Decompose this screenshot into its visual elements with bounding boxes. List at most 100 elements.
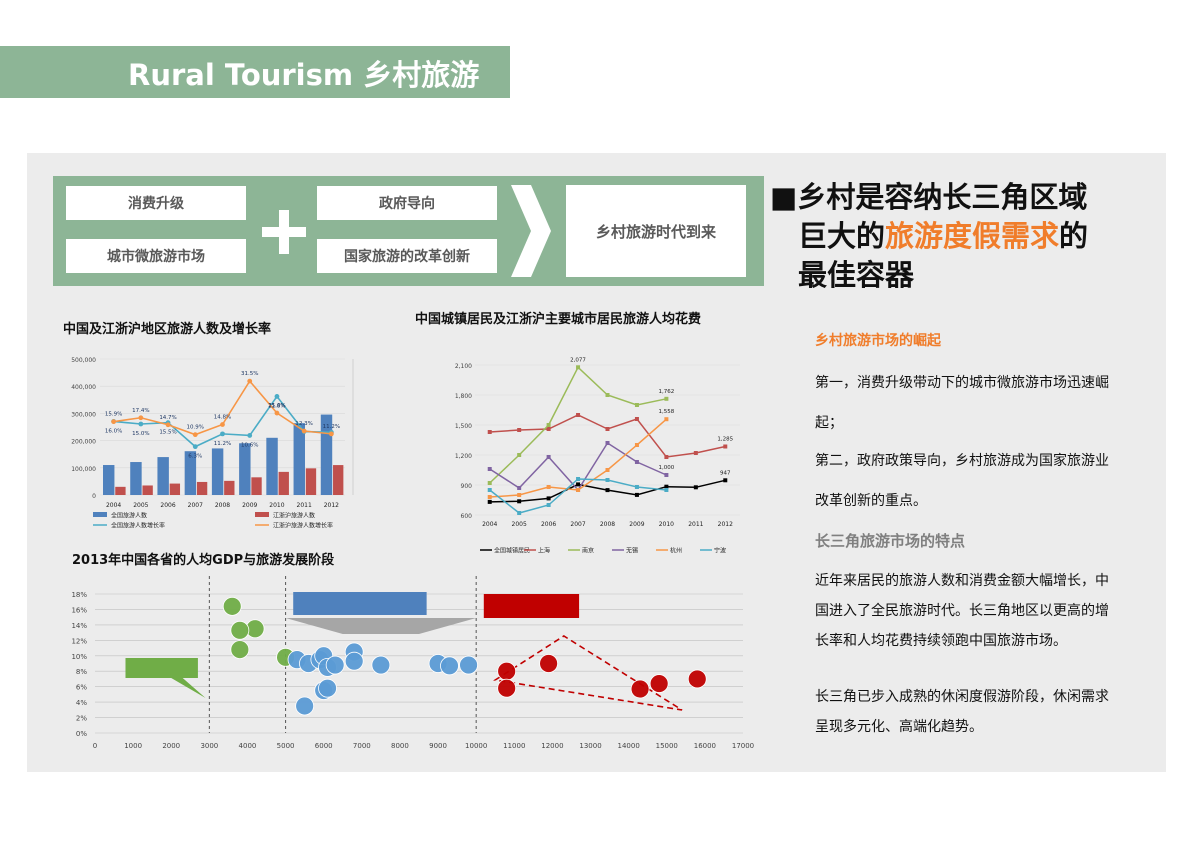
series-point [517, 493, 522, 497]
data-point [371, 655, 391, 675]
series-point [138, 421, 144, 427]
data-point [325, 655, 345, 675]
series-point [328, 431, 334, 437]
series-point [274, 410, 280, 416]
data-point [630, 679, 650, 699]
data-label: 11.8% [268, 403, 285, 409]
y-tick-label: 1,200 [455, 453, 472, 460]
series-point [723, 478, 728, 483]
data-label: 14.7% [159, 415, 176, 421]
data-point [440, 656, 459, 676]
y-tick-label: 16% [71, 606, 87, 614]
stage-marker [483, 594, 580, 618]
x-tick-label: 9000 [429, 742, 447, 750]
y-tick-label: 200,000 [71, 439, 96, 446]
bar [333, 465, 344, 495]
paragraph-3: 近年来居民的旅游人数和消费金额大幅增长，中 国进入了全民旅游时代。长三角地区以更… [815, 566, 1165, 656]
series-point [605, 468, 610, 472]
x-tick-label: 17000 [732, 742, 754, 750]
spending-chart: 600 900 1,200 1,500 1,800 2,100 2004 2005 2006 20… [455, 357, 740, 555]
x-tick-label: 2005 [133, 502, 148, 509]
bar [293, 423, 305, 495]
stage-marker [293, 592, 427, 615]
series-line [489, 414, 726, 458]
down-arrow-icon [148, 221, 164, 230]
x-tick-label: 2009 [629, 521, 644, 528]
bar [239, 443, 251, 495]
series-point [517, 511, 522, 515]
bar [103, 465, 115, 495]
data-point [497, 661, 517, 681]
heading-line-3: 最佳容器 [798, 258, 915, 292]
series-point [605, 441, 610, 445]
series-point [664, 455, 669, 459]
chart3-title: 2013年中国各省的人均GDP与旅游发展阶段 [72, 553, 335, 568]
series-point [247, 433, 253, 438]
x-tick-label: 0 [93, 742, 97, 750]
flow-box-reform: 国家旅游的改革创新 [317, 239, 497, 273]
data-label: 31.5% [241, 371, 258, 377]
series-point [664, 484, 669, 489]
y-tick-label: 0 [92, 493, 96, 500]
legend-label: 宁波 [714, 547, 726, 555]
paragraph-line: 起； [815, 415, 843, 431]
data-label: 1,000 [659, 465, 675, 471]
data-label: 1,762 [659, 389, 675, 395]
series-point [634, 485, 639, 489]
gdp-stage-chart: 0% 2% 4% 6% 8% 10% 12% 14% 16% 18% 0 1000 2000 3000 40… [71, 576, 754, 750]
data-label: 10.9% [187, 425, 204, 431]
x-tick-label: 12000 [541, 742, 563, 750]
paragraph-1: 第一，消费升级带动下的城市微旅游市场迅速崛 起； [815, 368, 1165, 438]
x-tick-label: 2007 [570, 521, 585, 528]
series-point [247, 378, 253, 384]
callout-marker [125, 658, 206, 698]
series-point [301, 428, 307, 434]
x-tick-label: 2004 [482, 521, 497, 528]
series-point [546, 455, 551, 459]
data-label: 1,285 [717, 437, 733, 443]
x-tick-label: 2012 [324, 502, 339, 509]
y-tick-label: 900 [461, 483, 473, 490]
flow-box-consumption: 消费升级 [66, 186, 246, 220]
x-tick-label: 4000 [239, 742, 257, 750]
y-tick-label: 1,500 [455, 423, 472, 430]
y-tick-label: 600 [461, 513, 473, 520]
series-point [192, 444, 198, 450]
series-point [605, 478, 610, 482]
series-point [220, 431, 225, 437]
paragraph-line: 长三角已步入成熟的休闲度假游阶段，休闲需求 [815, 689, 1109, 705]
x-tick-label: 8000 [391, 742, 409, 750]
series-point [487, 481, 492, 485]
series-point [546, 423, 551, 427]
series-point [693, 451, 698, 455]
flow-box-government: 政府导向 [317, 186, 497, 220]
data-label: 10.6% [241, 442, 258, 448]
heading-line-2-pre: 巨大的 [798, 219, 886, 253]
down-arrow-icon [399, 221, 415, 230]
trend-triangle [493, 635, 683, 711]
bar [278, 471, 289, 495]
stage-arrow [285, 618, 477, 634]
data-label: 15.9% [105, 412, 122, 418]
x-tick-label: 3000 [200, 742, 218, 750]
series-point [576, 477, 581, 481]
series-point [576, 482, 581, 487]
bar [196, 481, 208, 495]
x-tick-label: 2009 [242, 502, 257, 509]
x-tick-label: 13000 [579, 742, 601, 750]
data-point [687, 669, 707, 689]
legend-label: 全国旅游人数增长率 [111, 522, 165, 530]
legend-label: 南京 [582, 547, 594, 555]
bar [224, 480, 235, 495]
x-tick-label: 15000 [656, 742, 678, 750]
data-point [649, 674, 669, 693]
x-tick-label: 2005 [512, 521, 527, 528]
series-point [634, 417, 639, 421]
x-tick-label: 1000 [124, 742, 142, 750]
series-point [664, 396, 669, 401]
bar [320, 414, 333, 495]
paragraph-line: 第一，消费升级带动下的城市微旅游市场迅速崛 [815, 375, 1109, 391]
chart1-title: 中国及江浙沪地区旅游人数及增长率 [63, 322, 272, 337]
data-point [230, 640, 250, 659]
legend-swatch [255, 512, 269, 517]
